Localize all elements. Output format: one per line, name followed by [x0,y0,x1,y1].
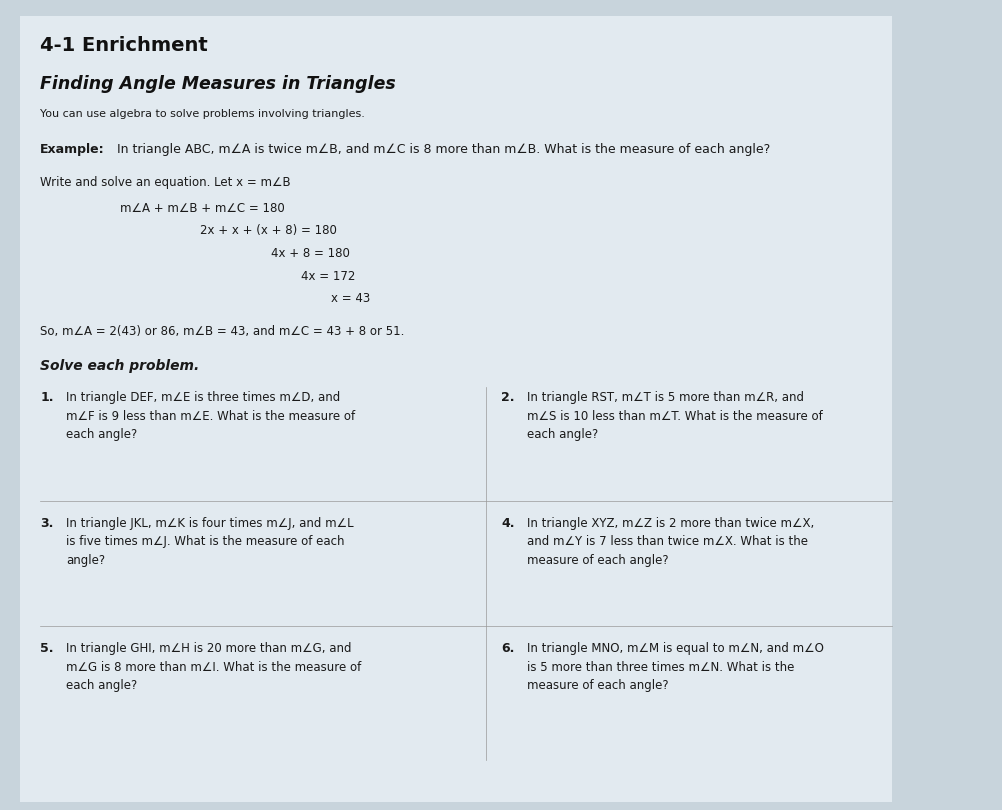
Text: In triangle GHI, m∠H is 20 more than m∠G, and
m∠G is 8 more than m∠I. What is th: In triangle GHI, m∠H is 20 more than m∠G… [66,642,362,693]
Text: 6.: 6. [501,642,514,655]
FancyBboxPatch shape [20,16,892,802]
Text: Example:: Example: [40,143,104,156]
Text: Finding Angle Measures in Triangles: Finding Angle Measures in Triangles [40,75,396,93]
Text: You can use algebra to solve problems involving triangles.: You can use algebra to solve problems in… [40,109,365,119]
Text: Solve each problem.: Solve each problem. [40,359,199,373]
Text: 5.: 5. [40,642,53,655]
Text: In triangle XYZ, m∠Z is 2 more than twice m∠X,
and m∠Y is 7 less than twice m∠X.: In triangle XYZ, m∠Z is 2 more than twic… [527,517,815,567]
Text: 4-1 Enrichment: 4-1 Enrichment [40,36,207,55]
Text: In triangle JKL, m∠K is four times m∠J, and m∠L
is five times m∠J. What is the m: In triangle JKL, m∠K is four times m∠J, … [66,517,354,567]
Text: x = 43: x = 43 [331,292,370,305]
Text: In triangle RST, m∠T is 5 more than m∠R, and
m∠S is 10 less than m∠T. What is th: In triangle RST, m∠T is 5 more than m∠R,… [527,391,823,441]
Text: 2x + x + (x + 8) = 180: 2x + x + (x + 8) = 180 [200,224,338,237]
Text: Write and solve an equation. Let x = m∠B: Write and solve an equation. Let x = m∠B [40,176,291,189]
Text: In triangle ABC, m∠A is twice m∠B, and m∠C is 8 more than m∠B. What is the measu: In triangle ABC, m∠A is twice m∠B, and m… [113,143,771,156]
Text: 2.: 2. [501,391,514,404]
Text: 4x + 8 = 180: 4x + 8 = 180 [271,247,350,260]
Text: 4x = 172: 4x = 172 [301,270,355,283]
Text: In triangle DEF, m∠E is three times m∠D, and
m∠F is 9 less than m∠E. What is the: In triangle DEF, m∠E is three times m∠D,… [66,391,356,441]
Text: 3.: 3. [40,517,53,530]
Text: 4.: 4. [501,517,514,530]
Text: So, m∠A = 2(43) or 86, m∠B = 43, and m∠C = 43 + 8 or 51.: So, m∠A = 2(43) or 86, m∠B = 43, and m∠C… [40,325,405,338]
Text: 1.: 1. [40,391,53,404]
Text: m∠A + m∠B + m∠C = 180: m∠A + m∠B + m∠C = 180 [120,202,285,215]
Text: In triangle MNO, m∠M is equal to m∠N, and m∠O
is 5 more than three times m∠N. Wh: In triangle MNO, m∠M is equal to m∠N, an… [527,642,824,693]
